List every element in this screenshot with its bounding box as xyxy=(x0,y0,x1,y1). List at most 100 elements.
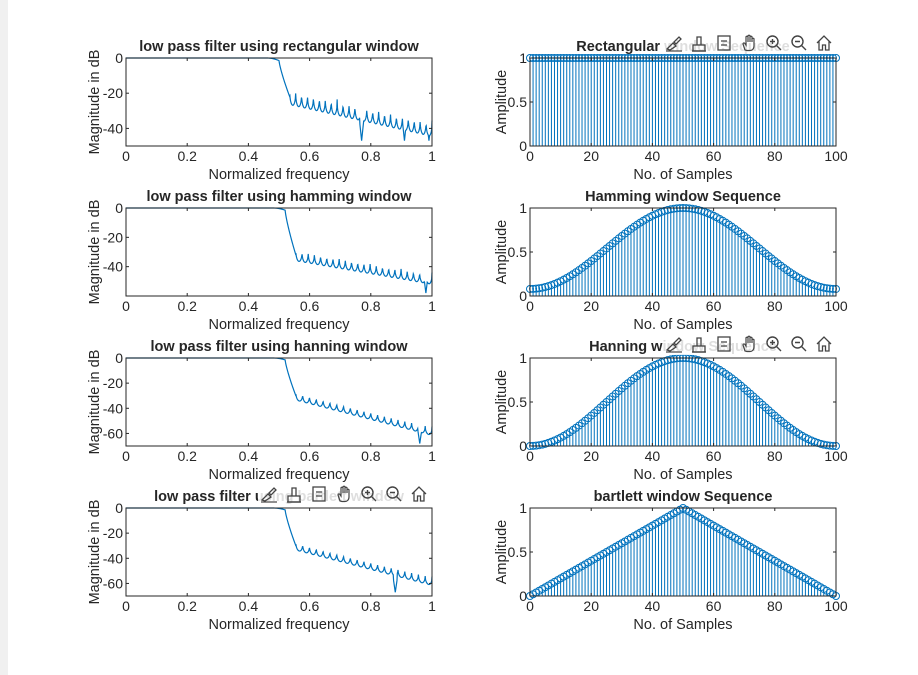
x-tick-label: 0 xyxy=(526,298,534,314)
y-tick-label: -40 xyxy=(103,120,123,136)
y-axis-label: Amplitude xyxy=(494,370,510,434)
plot-area xyxy=(126,208,432,296)
pan-icon[interactable] xyxy=(333,483,355,505)
zoom-in-icon[interactable] xyxy=(763,32,785,54)
y-axis-label: Amplitude xyxy=(494,520,510,584)
x-axis-label: No. of Samples xyxy=(633,617,732,633)
home-icon[interactable] xyxy=(408,483,430,505)
stem-marker xyxy=(663,205,672,214)
pan-icon[interactable] xyxy=(738,32,760,54)
zoom-out-icon[interactable] xyxy=(788,32,810,54)
axes-8[interactable]: 0 20 40 60 80 100 0 0.5 1 bartlett window Sequenc… xyxy=(494,489,848,633)
axes-5[interactable]: 0 0.2 0.4 0.6 0.8 1 0 -20 -40 -60 low pass filter … xyxy=(87,339,436,483)
x-tick-label: 0.8 xyxy=(361,298,381,314)
y-tick-label: 0 xyxy=(519,288,527,304)
y-tick-label: 0 xyxy=(115,350,123,366)
stem-marker xyxy=(666,355,675,364)
x-tick-label: 20 xyxy=(583,448,599,464)
y-axis-label: Magnitude in dB xyxy=(87,500,103,605)
x-tick-label: 1 xyxy=(428,598,436,614)
stem-marker xyxy=(822,284,831,293)
stem-marker xyxy=(819,440,828,449)
x-tick-label: 1 xyxy=(428,448,436,464)
stem-marker xyxy=(666,205,675,214)
brush-data-icon[interactable] xyxy=(663,333,685,355)
stem-marker xyxy=(660,206,669,215)
x-tick-label: 0 xyxy=(122,598,130,614)
plot-area xyxy=(126,58,432,146)
zoom-out-icon[interactable] xyxy=(788,333,810,355)
axes-4[interactable]: 0 20 40 60 80 100 0 0.5 1 Hamming window Sequence… xyxy=(494,189,848,333)
y-axis-label: Magnitude in dB xyxy=(87,50,103,155)
home-icon[interactable] xyxy=(813,32,835,54)
restore-view-icon[interactable] xyxy=(713,333,735,355)
stem-marker xyxy=(538,440,547,449)
axes-box xyxy=(125,57,433,147)
x-tick-label: 100 xyxy=(824,448,848,464)
x-tick-label: 20 xyxy=(583,148,599,164)
axes-1[interactable]: 0 0.2 0.4 0.6 0.8 1 0 -20 -40 low pass filter usi… xyxy=(87,39,436,183)
y-tick-label: -20 xyxy=(103,525,123,541)
data-tips-icon[interactable] xyxy=(688,32,710,54)
x-tick-label: 0 xyxy=(526,598,534,614)
axes-toolbar-bartlett-filter xyxy=(258,483,430,505)
y-tick-label: 0 xyxy=(519,588,527,604)
x-tick-label: 60 xyxy=(706,448,722,464)
axes-title: low pass filter using hanning window xyxy=(151,339,409,355)
zoom-out-icon[interactable] xyxy=(383,483,405,505)
stem-marker xyxy=(669,204,678,213)
stem-marker xyxy=(538,283,547,292)
y-tick-label: -40 xyxy=(103,400,123,416)
stem-marker xyxy=(822,441,831,450)
y-tick-label: 0 xyxy=(519,438,527,454)
y-tick-label: -20 xyxy=(103,229,123,245)
home-icon[interactable] xyxy=(813,333,835,355)
x-tick-label: 0.2 xyxy=(177,598,197,614)
x-tick-label: 60 xyxy=(706,298,722,314)
data-tips-icon[interactable] xyxy=(283,483,305,505)
stem-marker xyxy=(535,441,544,450)
x-axis-label: No. of Samples xyxy=(633,467,732,483)
x-axis-label: No. of Samples xyxy=(633,317,732,333)
zoom-in-icon[interactable] xyxy=(763,333,785,355)
y-tick-label: 1 xyxy=(519,200,527,216)
stem-marker xyxy=(819,283,828,292)
y-tick-label: 0.5 xyxy=(508,544,528,560)
brush-data-icon[interactable] xyxy=(258,483,280,505)
zoom-in-icon[interactable] xyxy=(358,483,380,505)
y-tick-label: 0.5 xyxy=(508,394,528,410)
restore-view-icon[interactable] xyxy=(713,32,735,54)
stem-marker xyxy=(691,205,700,214)
axes-toolbar-hanning xyxy=(663,333,835,355)
stem-marker xyxy=(688,354,697,363)
x-tick-label: 0.6 xyxy=(300,298,320,314)
axes-title: low pass filter using hamming window xyxy=(146,189,412,205)
y-tick-label: 1 xyxy=(519,50,527,66)
axes-toolbar-rectangular xyxy=(663,32,835,54)
y-tick-label: -40 xyxy=(103,550,123,566)
axes-3[interactable]: 0 0.2 0.4 0.6 0.8 1 0 -20 -40 low pass filter usi… xyxy=(87,189,436,333)
data-tips-icon[interactable] xyxy=(688,333,710,355)
plot-area xyxy=(126,508,432,596)
y-tick-label: 1 xyxy=(519,350,527,366)
x-tick-label: 40 xyxy=(645,448,661,464)
y-axis-label: Amplitude xyxy=(494,220,510,284)
pan-icon[interactable] xyxy=(738,333,760,355)
x-tick-label: 0.6 xyxy=(300,148,320,164)
x-tick-label: 0.4 xyxy=(239,448,259,464)
x-tick-label: 80 xyxy=(767,598,783,614)
brush-data-icon[interactable] xyxy=(663,32,685,54)
restore-view-icon[interactable] xyxy=(308,483,330,505)
y-tick-label: -60 xyxy=(103,575,123,591)
plot-area xyxy=(126,358,432,446)
axes-title: bartlett window Sequence xyxy=(594,489,773,505)
y-tick-label: 0 xyxy=(519,138,527,154)
stem-marker xyxy=(816,282,825,291)
data-series xyxy=(526,204,840,296)
x-tick-label: 0.4 xyxy=(239,148,259,164)
stem-marker xyxy=(688,204,697,213)
x-tick-label: 100 xyxy=(824,298,848,314)
